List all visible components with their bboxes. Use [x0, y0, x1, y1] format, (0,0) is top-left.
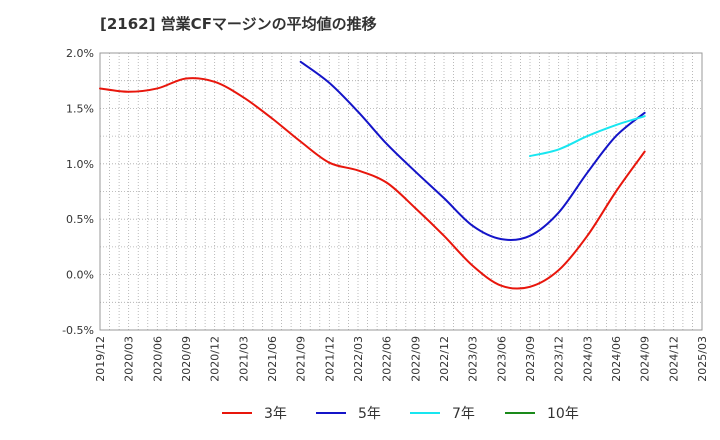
- x-tick-label: 2020/09: [180, 336, 193, 382]
- x-tick-label: 2024/03: [581, 336, 594, 382]
- x-tick-label: 2019/12: [94, 336, 107, 382]
- x-tick-label: 2024/09: [639, 336, 652, 382]
- chart-title: [2162] 営業CFマージンの平均値の推移: [100, 15, 377, 33]
- x-tick-label: 2024/12: [667, 336, 680, 382]
- x-tick-label: 2023/06: [495, 336, 508, 382]
- x-tick-label: 2023/09: [524, 336, 537, 382]
- series-lines: [99, 60, 646, 290]
- x-tick-label: 2021/12: [323, 336, 336, 382]
- x-tick-label: 2022/06: [381, 336, 394, 382]
- series-line-0: [99, 77, 646, 290]
- grid-lines: [100, 53, 702, 330]
- y-tick-label: 0.0%: [66, 269, 94, 282]
- x-axis-labels: 2019/12 2020/03 2020/06 2020/09 2020/12 2021/…: [94, 336, 709, 382]
- x-tick-label: 2025/03: [696, 336, 709, 382]
- plot-frame: [99, 52, 703, 331]
- series-line-2: [529, 115, 646, 158]
- x-tick-label: 2020/03: [123, 336, 136, 382]
- x-tick-label: 2023/03: [467, 336, 480, 382]
- legend-label: 7年: [452, 406, 475, 422]
- y-tick-label: 1.5%: [66, 102, 94, 115]
- legend-label: 10年: [547, 406, 579, 422]
- y-tick-label: 1.0%: [66, 158, 94, 171]
- x-tick-label: 2022/12: [438, 336, 451, 382]
- x-tick-label: 2020/12: [209, 336, 222, 382]
- x-tick-label: 2021/03: [237, 336, 250, 382]
- y-tick-label: 0.5%: [66, 213, 94, 226]
- legend-label: 5年: [358, 406, 381, 422]
- series-line-1: [299, 60, 646, 241]
- x-tick-label: 2022/09: [409, 336, 422, 382]
- x-tick-label: 2020/06: [151, 336, 164, 382]
- legend: 3年 5年 7年 10年: [222, 406, 579, 422]
- y-axis-labels: -0.5% 0.0% 0.5% 1.0% 1.5% 2.0%: [62, 47, 94, 337]
- y-tick-label: 2.0%: [66, 47, 94, 60]
- legend-label: 3年: [264, 406, 287, 422]
- x-tick-label: 2021/09: [295, 336, 308, 382]
- x-tick-label: 2024/06: [610, 336, 623, 382]
- x-tick-label: 2022/03: [352, 336, 365, 382]
- x-tick-label: 2021/06: [266, 336, 279, 382]
- y-tick-label: -0.5%: [62, 324, 94, 337]
- x-tick-label: 2023/12: [553, 336, 566, 382]
